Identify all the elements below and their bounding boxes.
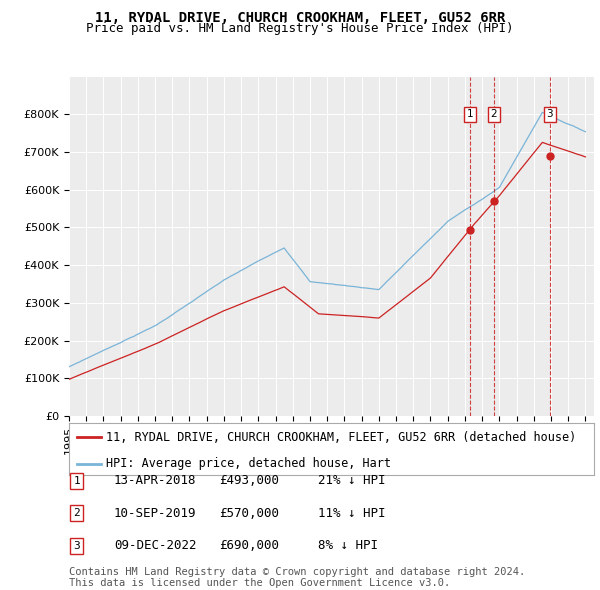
Text: 3: 3: [73, 541, 80, 550]
Text: Contains HM Land Registry data © Crown copyright and database right 2024.: Contains HM Land Registry data © Crown c…: [69, 568, 525, 577]
Text: 8% ↓ HPI: 8% ↓ HPI: [318, 539, 378, 552]
Text: 1: 1: [466, 109, 473, 119]
Text: 2: 2: [73, 509, 80, 518]
Text: This data is licensed under the Open Government Licence v3.0.: This data is licensed under the Open Gov…: [69, 578, 450, 588]
Text: 21% ↓ HPI: 21% ↓ HPI: [318, 474, 386, 487]
Text: 13-APR-2018: 13-APR-2018: [114, 474, 197, 487]
Text: £493,000: £493,000: [219, 474, 279, 487]
Text: 2: 2: [491, 109, 497, 119]
Text: £690,000: £690,000: [219, 539, 279, 552]
Text: 11, RYDAL DRIVE, CHURCH CROOKHAM, FLEET, GU52 6RR (detached house): 11, RYDAL DRIVE, CHURCH CROOKHAM, FLEET,…: [106, 431, 576, 444]
Text: 11% ↓ HPI: 11% ↓ HPI: [318, 507, 386, 520]
Text: 11, RYDAL DRIVE, CHURCH CROOKHAM, FLEET, GU52 6RR: 11, RYDAL DRIVE, CHURCH CROOKHAM, FLEET,…: [95, 11, 505, 25]
Text: 3: 3: [547, 109, 553, 119]
Text: 09-DEC-2022: 09-DEC-2022: [114, 539, 197, 552]
Text: 1: 1: [73, 476, 80, 486]
Text: HPI: Average price, detached house, Hart: HPI: Average price, detached house, Hart: [106, 457, 391, 470]
Text: £570,000: £570,000: [219, 507, 279, 520]
Text: Price paid vs. HM Land Registry's House Price Index (HPI): Price paid vs. HM Land Registry's House …: [86, 22, 514, 35]
Text: 10-SEP-2019: 10-SEP-2019: [114, 507, 197, 520]
